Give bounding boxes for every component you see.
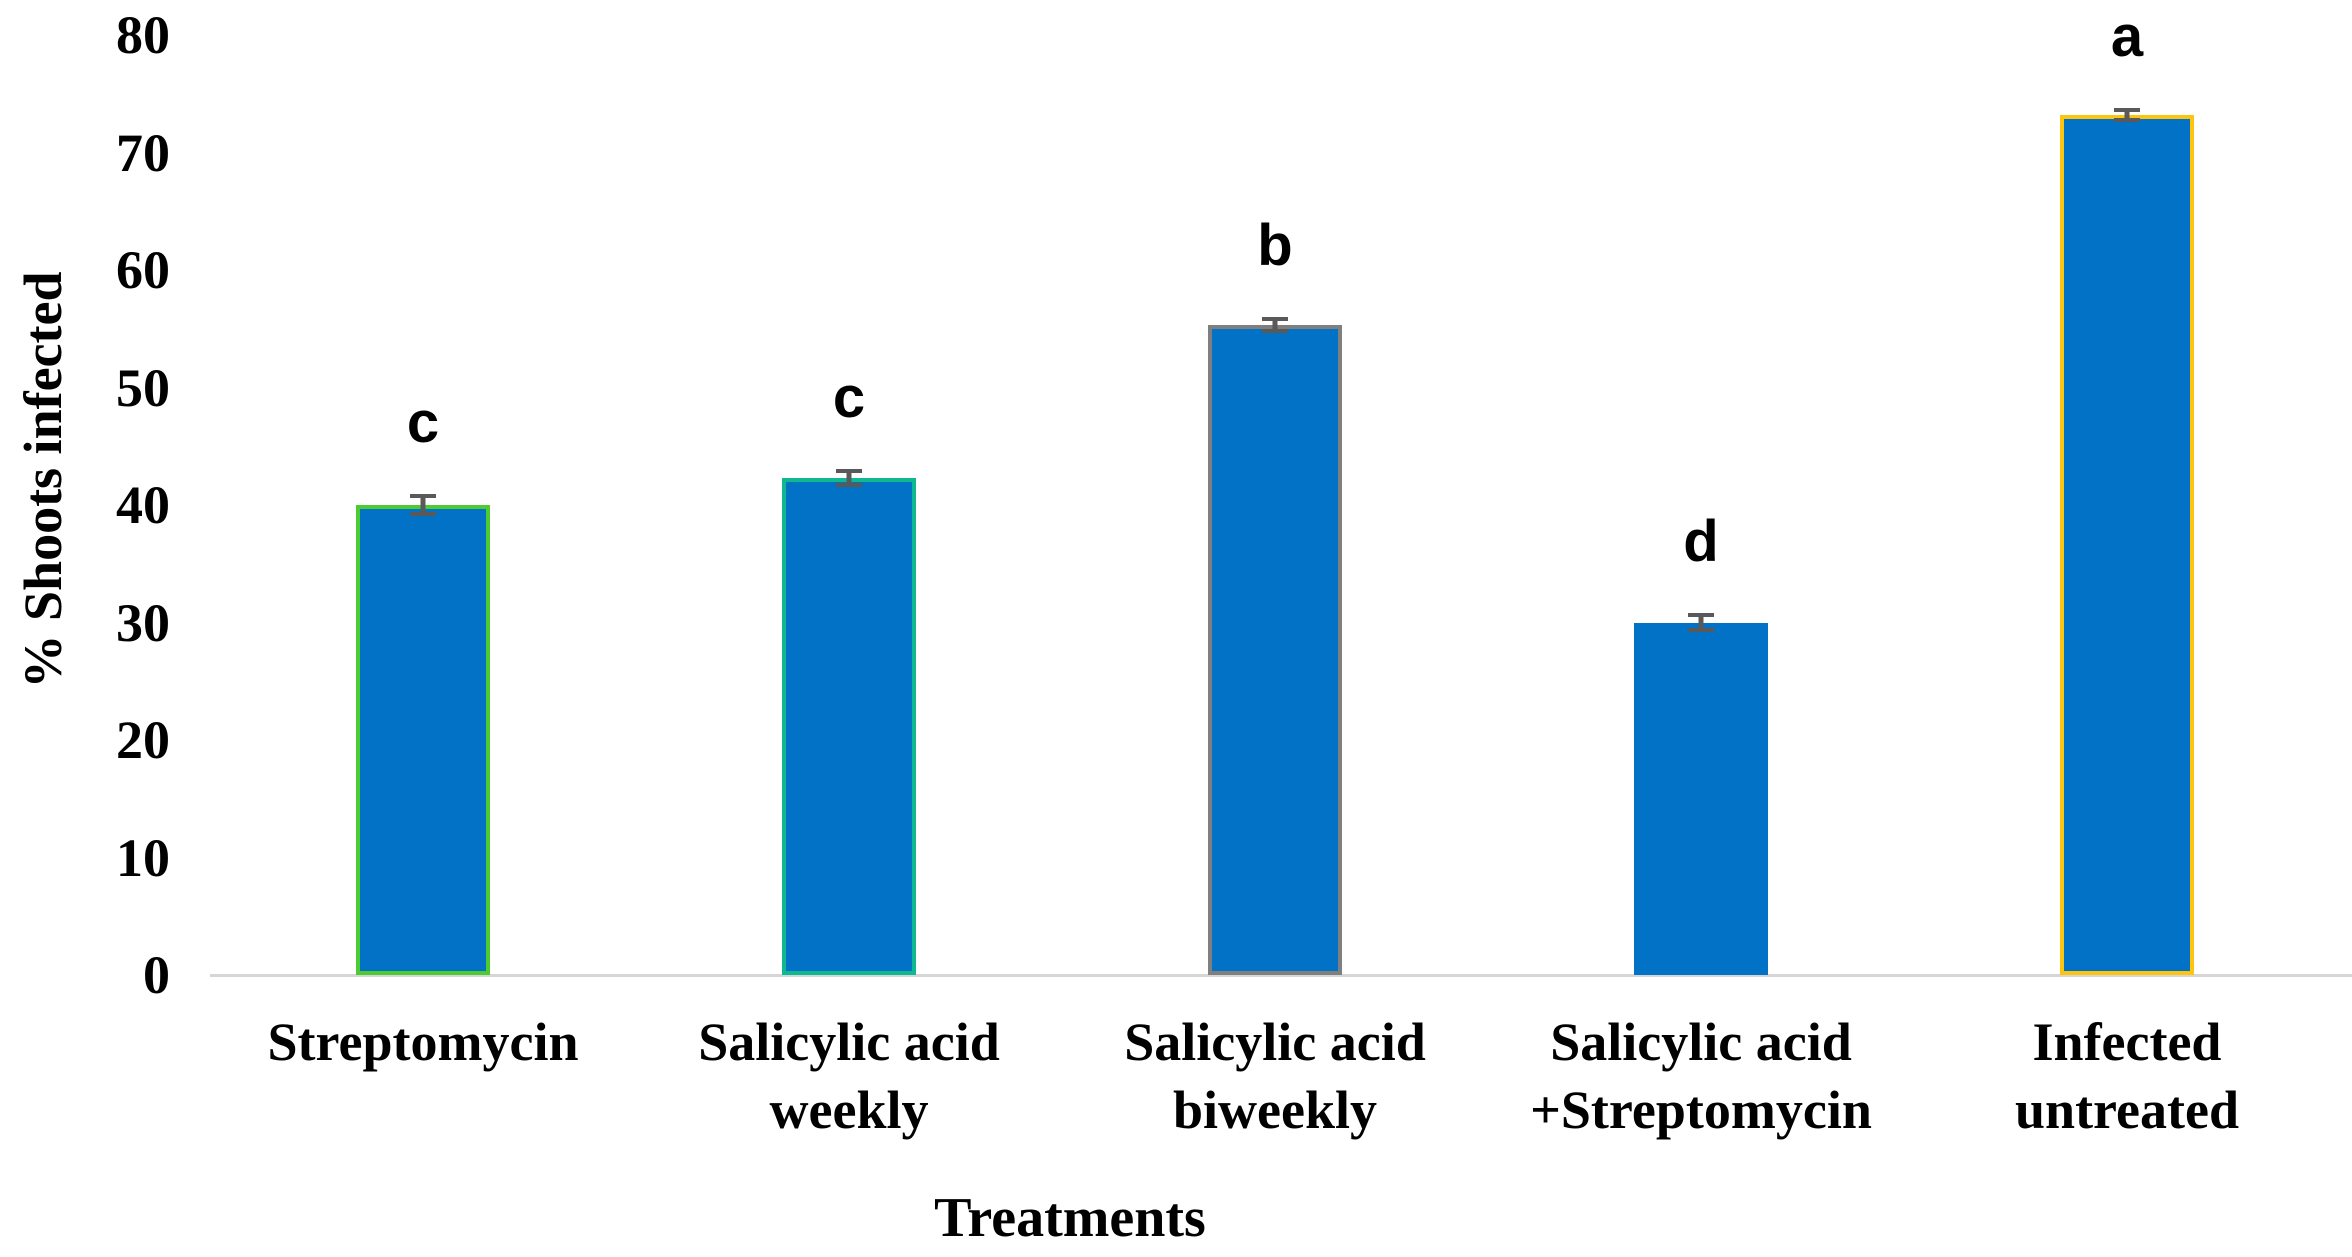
- x-category-label-line: +Streptomycin: [1530, 1080, 1872, 1140]
- y-tick-label-50: 50: [116, 357, 170, 418]
- error-bar-top-cap: [1688, 613, 1714, 618]
- significance-letter-streptomycin: c: [406, 390, 440, 456]
- x-category-label-line: weekly: [769, 1080, 929, 1140]
- x-axis-line: [210, 974, 2352, 977]
- error-bar-salicylic-acid-biweekly: [1262, 317, 1288, 334]
- x-category-label-line: untreated: [2015, 1080, 2239, 1140]
- y-tick-label-80: 80: [116, 5, 170, 65]
- error-bar-stem: [846, 468, 852, 488]
- error-bar-salicylic-acid-streptomycin: [1688, 613, 1714, 632]
- significance-letter-infected-untreated: a: [2110, 3, 2144, 69]
- x-category-label-salicylic-acid-weekly: Salicylic acid weekly: [629, 1008, 1069, 1144]
- error-bar-top-cap: [1262, 317, 1288, 321]
- y-tick-label-30: 30: [116, 592, 170, 653]
- x-category-label-line: Infected: [2032, 1012, 2222, 1072]
- error-bar-streptomycin: [410, 494, 436, 516]
- x-category-label-line: Salicylic acid: [1550, 1012, 1852, 1072]
- x-category-label-streptomycin: Streptomycin: [203, 1008, 643, 1076]
- error-bar-bottom-cap: [836, 483, 862, 488]
- x-category-label-salicylic-acid-streptomycin: Salicylic acid +Streptomycin: [1481, 1008, 1921, 1144]
- bar-salicylic-acid-weekly: [782, 477, 916, 975]
- error-bar-top-cap: [836, 468, 862, 473]
- significance-letter-salicylic-acid-streptomycin: d: [1683, 509, 1719, 575]
- x-category-label-line: Salicylic acid: [1124, 1012, 1426, 1072]
- error-bar-stem: [1698, 613, 1704, 632]
- bar-salicylic-acid-streptomycin: [1634, 622, 1768, 975]
- bar-streptomycin: [356, 505, 490, 975]
- x-category-label-infected-untreated: Infected untreated: [1907, 1008, 2347, 1144]
- x-axis-title: Treatments: [934, 1187, 1206, 1249]
- y-tick-label-10: 10: [116, 827, 170, 888]
- y-tick-label-20: 20: [116, 710, 170, 770]
- error-bar-top-cap: [410, 494, 436, 499]
- bar-salicylic-acid-biweekly: [1208, 325, 1342, 975]
- x-category-label-line: biweekly: [1172, 1080, 1377, 1140]
- error-bar-top-cap: [2114, 107, 2140, 112]
- error-bar-bottom-cap: [410, 511, 436, 516]
- significance-letter-salicylic-acid-weekly: c: [832, 364, 866, 430]
- error-bar-stem: [1272, 317, 1278, 334]
- error-bar-infected-untreated: [2114, 107, 2140, 122]
- error-bar-bottom-cap: [1688, 627, 1714, 632]
- significance-letter-salicylic-acid-biweekly: b: [1257, 213, 1293, 278]
- error-bar-stem: [2124, 107, 2130, 122]
- error-bar-stem: [420, 494, 426, 516]
- bar-infected-untreated: [2060, 114, 2194, 975]
- x-category-label-line: Streptomycin: [267, 1012, 579, 1072]
- error-bar-bottom-cap: [2114, 117, 2140, 122]
- y-tick-label-70: 70: [116, 122, 170, 183]
- x-category-label-line: Salicylic acid: [698, 1012, 1000, 1072]
- error-bar-salicylic-acid-weekly: [836, 468, 862, 488]
- y-tick-label-40: 40: [116, 475, 170, 535]
- x-category-label-salicylic-acid-biweekly: Salicylic acid biweekly: [1055, 1008, 1495, 1144]
- error-bar-bottom-cap: [1262, 329, 1288, 334]
- y-tick-label-0: 0: [143, 945, 170, 1005]
- y-tick-label-60: 60: [116, 240, 170, 300]
